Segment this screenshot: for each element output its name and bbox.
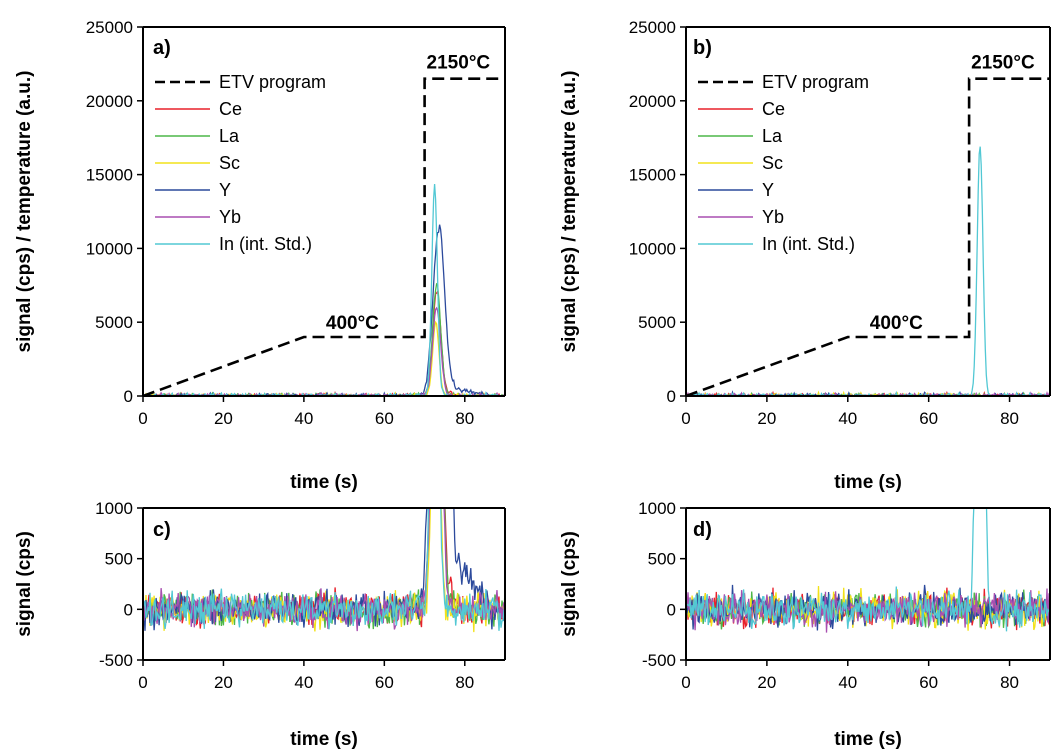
x-tick-label: 20 — [214, 673, 233, 692]
panel-d: -500 0 500 1000 0 20 40 60 80 time (s) signal (cps… — [559, 499, 1051, 750]
series-line-etv-program — [143, 77, 505, 396]
x-tick-label: 60 — [919, 673, 938, 692]
plot-area — [686, 508, 1050, 633]
y-tick-label: 0 — [667, 600, 676, 619]
legend-label-la: La — [762, 126, 783, 146]
y-tick-label: 1000 — [95, 499, 133, 518]
y-tick-label: 15000 — [86, 166, 133, 185]
annotation-2150c: 2150°C — [427, 53, 491, 74]
x-tick-label: 20 — [757, 673, 776, 692]
x-tick-label: 80 — [1000, 673, 1019, 692]
legend-label-yb: Yb — [762, 207, 784, 227]
x-tick-label: 20 — [214, 409, 233, 428]
annotation-2150c: 2150°C — [971, 53, 1035, 74]
series-line-in-int-std — [686, 146, 1050, 396]
x-tick-label: 80 — [455, 409, 474, 428]
y-tick-label: 0 — [667, 387, 676, 406]
annotation-400c: 400°C — [870, 313, 923, 334]
x-tick-label: 0 — [138, 409, 147, 428]
legend-label-sc: Sc — [219, 153, 240, 173]
legend-label-in-int-std: In (int. Std.) — [219, 234, 312, 254]
y-tick-label: 5000 — [95, 313, 133, 332]
legend-label-y: Y — [762, 180, 774, 200]
panel-label: a) — [153, 37, 171, 59]
x-axis-label: time (s) — [834, 472, 902, 493]
y-tick-label: -500 — [99, 651, 133, 670]
x-tick-label: 0 — [681, 673, 690, 692]
panel-label: c) — [153, 519, 171, 541]
y-tick-label: 25000 — [86, 18, 133, 37]
y-tick-label: 20000 — [629, 92, 676, 111]
annotation-400c: 400°C — [326, 313, 379, 334]
series-line-yb — [143, 508, 505, 632]
series-line-sc — [143, 320, 505, 396]
series-line-yb — [143, 306, 505, 396]
panel-a: 0 5000 10000 15000 20000 25000 0 20 40 60 80 time (… — [14, 18, 506, 493]
y-tick-label: 0 — [124, 600, 133, 619]
legend: ETV program Ce La Sc Y Yb In (int. Std.) — [698, 72, 869, 254]
legend-label-in-int-std: In (int. Std.) — [762, 234, 855, 254]
x-tick-label: 40 — [838, 409, 857, 428]
panel-label: d) — [693, 519, 712, 541]
panel-c: -500 0 500 1000 0 20 40 60 80 time (s) signal (cps… — [14, 499, 506, 750]
y-tick-label: 0 — [124, 387, 133, 406]
series-line-in-int-std — [143, 183, 505, 396]
y-axis-label: signal (cps) / temperature (a.u.) — [14, 71, 35, 353]
legend-label-y: Y — [219, 180, 231, 200]
y-tick-label: 500 — [105, 550, 133, 569]
series-line-y — [143, 224, 505, 396]
y-tick-label: 15000 — [629, 166, 676, 185]
legend-label-etv-program: ETV program — [762, 72, 869, 92]
x-axis-label: time (s) — [834, 729, 902, 750]
x-tick-label: 0 — [138, 673, 147, 692]
series-line-ce — [143, 289, 505, 396]
series-line-in-int-std — [143, 508, 505, 631]
series-line-la — [143, 282, 505, 396]
x-axis-label: time (s) — [290, 472, 358, 493]
x-tick-label: 40 — [838, 673, 857, 692]
y-tick-label: 20000 — [86, 92, 133, 111]
x-tick-label: 40 — [294, 409, 313, 428]
legend-label-etv-program: ETV program — [219, 72, 326, 92]
x-tick-label: 60 — [375, 409, 394, 428]
legend-label-ce: Ce — [219, 99, 242, 119]
plot-area — [686, 77, 1050, 396]
x-axis-label: time (s) — [290, 729, 358, 750]
x-tick-label: 80 — [455, 673, 474, 692]
panel-label: b) — [693, 37, 712, 59]
panel-b: 0 5000 10000 15000 20000 25000 0 20 40 60 80 time (… — [559, 18, 1051, 493]
series-line-in-int-std — [686, 508, 1050, 632]
y-tick-label: 10000 — [86, 239, 133, 258]
y-tick-label: 500 — [648, 550, 676, 569]
legend: ETV program Ce La Sc Y Yb In (int. Std.) — [155, 72, 326, 254]
x-tick-label: 60 — [375, 673, 394, 692]
y-tick-label: 1000 — [638, 499, 676, 518]
legend-label-la: La — [219, 126, 240, 146]
y-tick-label: -500 — [642, 651, 676, 670]
y-axis-label: signal (cps) — [14, 531, 35, 637]
legend-label-sc: Sc — [762, 153, 783, 173]
y-tick-label: 25000 — [629, 18, 676, 37]
y-axis-label: signal (cps) — [559, 531, 580, 637]
plot-area — [143, 508, 505, 633]
y-tick-label: 10000 — [629, 239, 676, 258]
x-tick-label: 60 — [919, 409, 938, 428]
x-tick-label: 40 — [294, 673, 313, 692]
plot-area — [143, 77, 505, 396]
series-line-etv-program — [686, 77, 1050, 396]
legend-label-ce: Ce — [762, 99, 785, 119]
y-axis-label: signal (cps) / temperature (a.u.) — [559, 71, 580, 353]
x-tick-label: 20 — [757, 409, 776, 428]
x-tick-label: 0 — [681, 409, 690, 428]
y-tick-label: 5000 — [638, 313, 676, 332]
x-tick-label: 80 — [1000, 409, 1019, 428]
legend-label-yb: Yb — [219, 207, 241, 227]
